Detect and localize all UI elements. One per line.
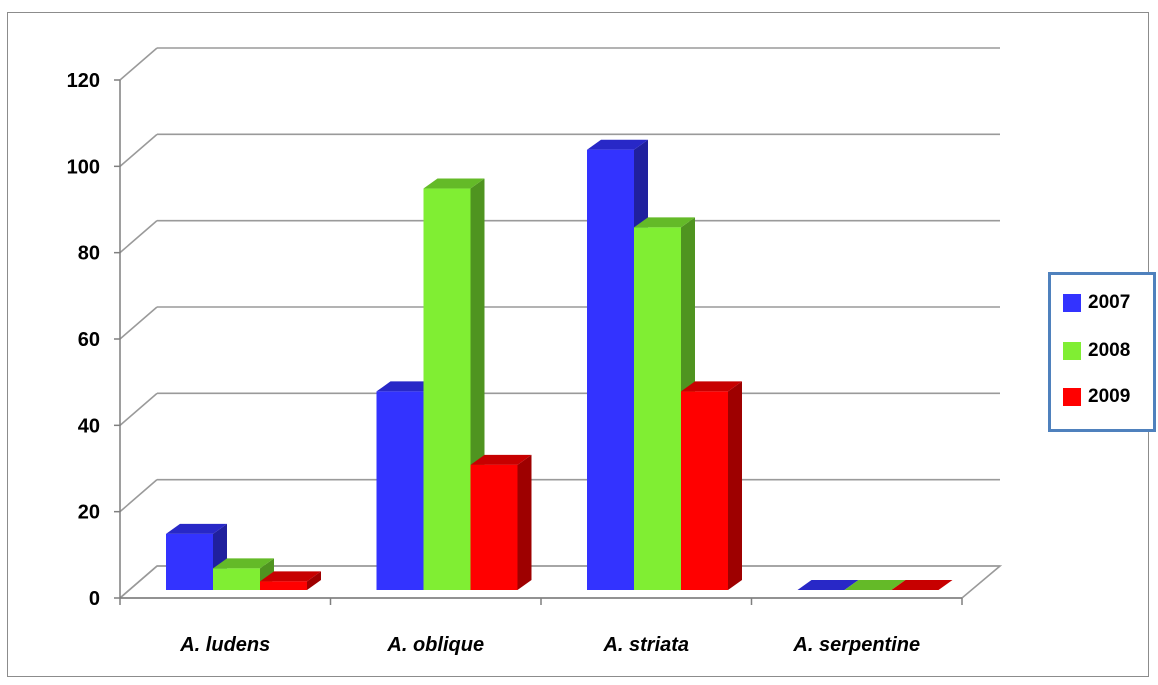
- bar-2009: [260, 581, 307, 590]
- bar-2008: [423, 188, 471, 591]
- y-tick-label: 100: [67, 156, 100, 178]
- gridline-diagonal: [119, 47, 158, 81]
- legend-swatch-2007: [1063, 294, 1081, 312]
- x-tick-label: A. striata: [602, 634, 689, 656]
- legend-swatch-2009: [1063, 388, 1081, 406]
- bar-2008: [634, 227, 681, 590]
- legend-item-2009: 2009: [1063, 385, 1130, 409]
- bar-2007: [166, 533, 213, 590]
- bar-top-2008: [213, 558, 274, 569]
- legend-label-2009: 2009: [1088, 386, 1131, 407]
- bar-top-2007: [166, 523, 227, 534]
- bar-2009: [681, 391, 728, 590]
- x-tick-label: A. ludens: [179, 634, 270, 656]
- bar-top-2007: [797, 580, 859, 590]
- legend-label-2007: 2007: [1088, 292, 1131, 313]
- y-tick-label: 40: [78, 415, 100, 437]
- bar-2007: [587, 149, 634, 590]
- bar-top-2007: [376, 381, 438, 392]
- gridline-diagonal: [119, 220, 158, 254]
- bar-2007: [376, 391, 424, 590]
- gridline-diagonal: [119, 133, 158, 167]
- y-tick-label: 80: [78, 243, 100, 265]
- y-tick-label: 60: [78, 329, 100, 351]
- y-tick-label: 0: [89, 588, 100, 610]
- bar-top-2009: [260, 571, 321, 582]
- y-tick-label: 120: [67, 70, 100, 92]
- bar-top-2009: [891, 580, 953, 590]
- legend-label-2008: 2008: [1088, 340, 1131, 361]
- legend: 2007 2008 2009: [1048, 272, 1156, 432]
- y-tick-label: 20: [78, 502, 100, 524]
- bar-2009: [470, 464, 518, 590]
- gridline-diagonal: [119, 479, 158, 513]
- bar-top-2009: [681, 381, 742, 392]
- bar-2008: [213, 568, 260, 590]
- bar-side-2009: [728, 381, 742, 590]
- gridline-diagonal: [119, 392, 158, 426]
- bar-top-2008: [634, 217, 695, 228]
- bar-top-2009: [470, 454, 532, 465]
- x-tick-label: A. oblique: [386, 634, 484, 656]
- bar-top-2008: [423, 178, 485, 189]
- gridline-diagonal: [119, 306, 158, 340]
- bar-top-2008: [844, 580, 906, 590]
- legend-item-2008: 2008: [1063, 339, 1130, 363]
- bar-top-2007: [587, 139, 648, 150]
- bar-side-2009: [517, 454, 532, 590]
- legend-swatch-2008: [1063, 342, 1081, 360]
- bar-side-2009: [307, 571, 321, 590]
- legend-item-2007: 2007: [1063, 291, 1130, 315]
- x-tick-label: A. serpentine: [792, 634, 920, 656]
